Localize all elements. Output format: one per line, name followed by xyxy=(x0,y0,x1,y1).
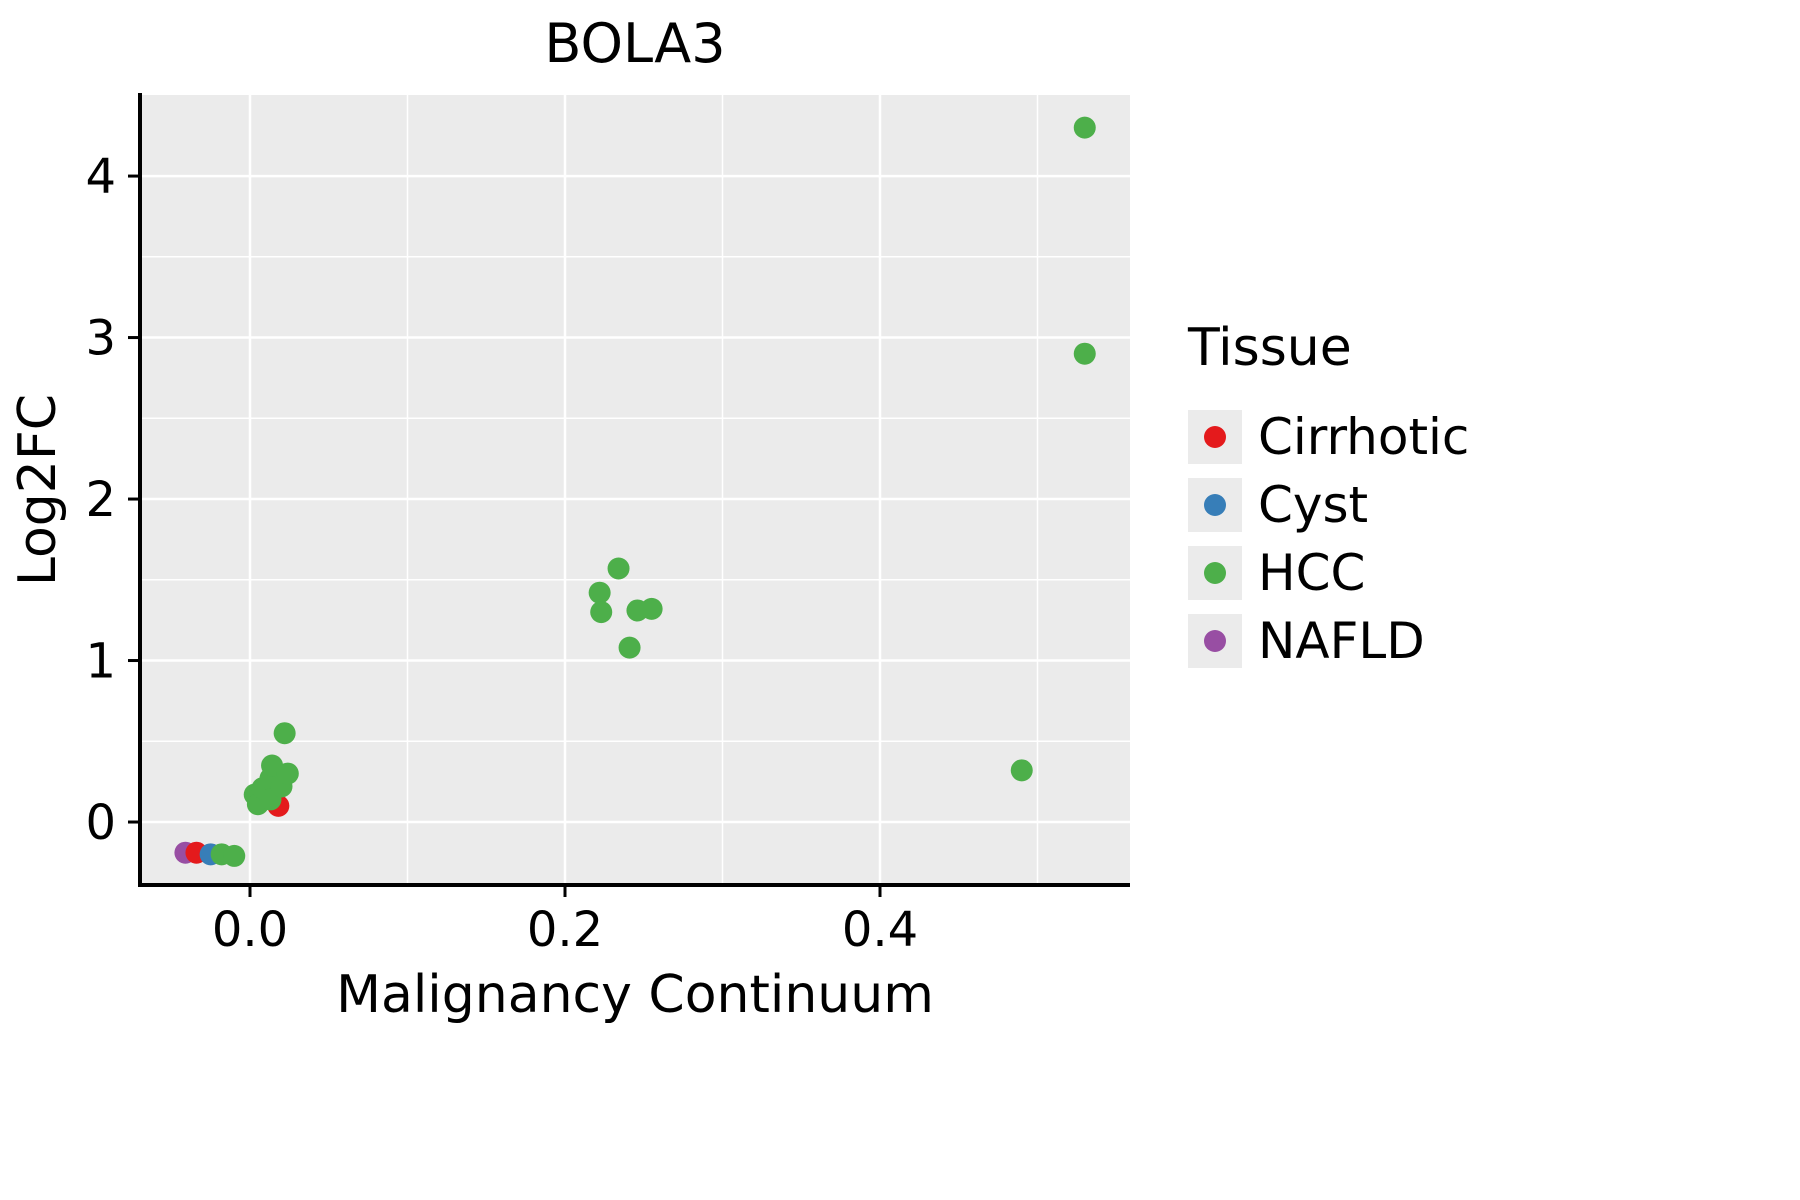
x-tick-label: 0.0 xyxy=(212,902,288,958)
legend-item: NAFLD xyxy=(1188,607,1469,675)
scatter-point xyxy=(590,601,613,624)
y-tick-label: 1 xyxy=(85,634,116,690)
scatter-point xyxy=(273,722,296,745)
plot-area: 0.0 0.2 0.4 0 1 2 3 4 xyxy=(85,93,1130,958)
scatter-point xyxy=(607,557,630,580)
plot-panel xyxy=(140,95,1130,885)
scatter-point xyxy=(588,581,611,604)
y-tick-label: 4 xyxy=(85,149,116,205)
legend-key xyxy=(1188,478,1242,532)
legend-swatch-icon xyxy=(1204,562,1226,584)
scatter-point xyxy=(1073,342,1096,365)
legend-item: HCC xyxy=(1188,539,1469,607)
chart-title: BOLA3 xyxy=(544,12,725,75)
y-tick-label: 2 xyxy=(85,472,116,528)
legend-item: Cirrhotic xyxy=(1188,403,1469,471)
legend: Tissue Cirrhotic Cyst HCC NAFLD xyxy=(1188,318,1469,675)
scatter-point xyxy=(276,762,299,785)
legend-key xyxy=(1188,614,1242,668)
scatter-point xyxy=(1010,759,1033,782)
y-tick-label: 0 xyxy=(85,795,116,851)
legend-title: Tissue xyxy=(1188,318,1352,378)
scatter-point xyxy=(1073,116,1096,139)
scatter-point xyxy=(640,597,663,620)
x-tick-label: 0.2 xyxy=(527,902,603,958)
legend-label: NAFLD xyxy=(1258,612,1425,670)
legend-label: Cyst xyxy=(1258,476,1369,534)
x-tick-label: 0.4 xyxy=(842,902,918,958)
legend-swatch-icon xyxy=(1204,426,1226,448)
legend-items: Cirrhotic Cyst HCC NAFLD xyxy=(1188,403,1469,675)
legend-swatch-icon xyxy=(1204,494,1226,516)
legend-label: Cirrhotic xyxy=(1258,408,1470,466)
legend-key xyxy=(1188,410,1242,464)
x-axis-title: Malignancy Continuum xyxy=(336,965,934,1025)
legend-label: HCC xyxy=(1258,544,1366,602)
legend-swatch-icon xyxy=(1204,630,1226,652)
y-axis-title: Log2FC xyxy=(8,394,68,586)
legend-item: Cyst xyxy=(1188,471,1469,539)
legend-key xyxy=(1188,546,1242,600)
scatter-point xyxy=(223,844,246,867)
scatter-point xyxy=(618,636,641,659)
y-tick-label: 3 xyxy=(85,311,116,367)
